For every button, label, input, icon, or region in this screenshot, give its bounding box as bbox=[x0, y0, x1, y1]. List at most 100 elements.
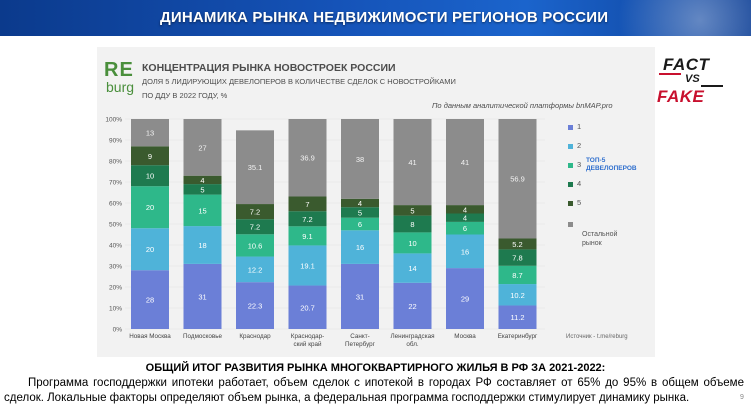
bar-segment bbox=[236, 219, 274, 235]
x-category-label: Санкт- bbox=[350, 333, 369, 340]
legend-swatch-rest bbox=[568, 221, 573, 227]
data-label: 20 bbox=[146, 203, 154, 212]
bar-segment bbox=[393, 232, 432, 254]
data-label: 19.1 bbox=[300, 261, 315, 270]
data-label: 6 bbox=[358, 220, 362, 229]
bar-segment bbox=[236, 282, 274, 329]
data-label: 22 bbox=[408, 302, 416, 311]
data-label: 10.2 bbox=[510, 291, 525, 300]
bar-segment bbox=[183, 194, 222, 227]
data-label: 5 bbox=[410, 206, 414, 215]
legend-item-5: 5 bbox=[568, 198, 581, 208]
data-label: 13 bbox=[146, 129, 154, 138]
data-label: 31 bbox=[198, 292, 206, 301]
bar-segment bbox=[498, 265, 537, 285]
fact-label: FACT bbox=[663, 55, 710, 74]
x-category-label: Краснодар- bbox=[291, 333, 324, 340]
legend-label-4: 4 bbox=[577, 179, 582, 188]
header-banner: ДИНАМИКА РЫНКА НЕДВИЖИМОСТИ РЕГИОНОВ РОС… bbox=[0, 0, 751, 36]
chart-subtitle-1: ДОЛЯ 5 ЛИДИРУЮЩИХ ДЕВЕЛОПЕРОВ В КОЛИЧЕСТ… bbox=[142, 77, 456, 86]
data-label: 11.2 bbox=[510, 313, 524, 322]
legend-item-4: 4 bbox=[568, 179, 581, 189]
data-label: 41 bbox=[408, 158, 416, 167]
data-label: 4 bbox=[200, 176, 204, 185]
legend-swatch-1 bbox=[568, 124, 573, 130]
bar-segment bbox=[288, 119, 327, 197]
summary-title: ОБЩИЙ ИТОГ РАЗВИТИЯ РЫНКА МНОГОКВАРТИРНО… bbox=[145, 362, 606, 374]
y-tick-label: 70% bbox=[109, 180, 122, 187]
legend-top5-line1: ТОП-5 bbox=[586, 157, 606, 164]
y-tick-label: 60% bbox=[109, 201, 122, 208]
x-category-label: Подмосковье bbox=[183, 333, 222, 340]
data-label: 41 bbox=[461, 158, 469, 167]
data-label: 22.3 bbox=[248, 302, 263, 311]
data-label: 7.8 bbox=[512, 254, 522, 263]
bar-segment bbox=[446, 205, 484, 214]
bar-segment bbox=[446, 119, 484, 206]
data-label: 8.7 bbox=[512, 271, 522, 280]
bar-segment bbox=[498, 119, 537, 239]
bar-segment bbox=[288, 196, 327, 212]
x-category-label: Новая Москва bbox=[129, 333, 171, 340]
legend-top5-line2: ДЕВЕЛОПЕРОВ bbox=[586, 165, 637, 172]
bar-segment bbox=[131, 186, 169, 229]
legend-top5-label: ТОП-5 ДЕВЕЛОПЕРОВ bbox=[586, 157, 637, 173]
legend-item-1: 1 bbox=[568, 122, 581, 132]
bar-segment bbox=[341, 230, 379, 264]
reburg-logo: RE burg bbox=[104, 60, 138, 98]
chart-source-top: По данным аналитической платформы bnMAP.… bbox=[432, 101, 613, 110]
bar-segment bbox=[183, 119, 222, 176]
bar-segment bbox=[236, 234, 274, 257]
data-label: 16 bbox=[356, 243, 364, 252]
header-title: ДИНАМИКА РЫНКА НЕДВИЖИМОСТИ РЕГИОНОВ РОС… bbox=[160, 9, 609, 26]
data-label: 16 bbox=[461, 247, 469, 256]
x-category-label: Москва bbox=[454, 333, 476, 340]
bar-segment bbox=[498, 305, 537, 329]
bar-segment bbox=[498, 284, 537, 306]
x-category-label: Краснодар bbox=[239, 333, 271, 340]
chart-source-bottom: Источник - t.me/reburg bbox=[566, 334, 628, 340]
y-tick-label: 40% bbox=[109, 243, 122, 250]
bar-segment bbox=[498, 238, 537, 250]
data-label: 12.2 bbox=[248, 265, 263, 274]
data-label: 5 bbox=[200, 185, 204, 194]
bar-segment bbox=[446, 213, 484, 222]
fact-underline bbox=[659, 73, 681, 75]
bar-segment bbox=[498, 249, 537, 266]
data-label: 35.1 bbox=[248, 163, 263, 172]
bar-segment bbox=[183, 226, 222, 264]
legend-swatch-4 bbox=[568, 181, 573, 187]
legend-label-2: 2 bbox=[577, 141, 582, 150]
bar-segment bbox=[131, 146, 169, 166]
data-label: 18 bbox=[198, 241, 206, 250]
x-category-label: Ленинградская bbox=[390, 333, 434, 340]
data-label: 29 bbox=[461, 295, 469, 304]
legend-rest-line2: рынок bbox=[582, 240, 602, 247]
x-category-label: обл. bbox=[406, 340, 418, 348]
y-tick-label: 0% bbox=[113, 327, 123, 334]
bar-segment bbox=[131, 119, 169, 147]
legend-item-rest bbox=[568, 219, 577, 229]
legend-label-3: 3 bbox=[577, 160, 582, 169]
data-label: 38 bbox=[356, 155, 364, 164]
data-label: 4 bbox=[358, 199, 362, 208]
bar-segment bbox=[393, 205, 432, 216]
page-number: 9 bbox=[740, 394, 744, 401]
data-label: 10 bbox=[146, 172, 154, 181]
bar-segment bbox=[288, 245, 327, 286]
bar-segment bbox=[236, 256, 274, 283]
bar-segment bbox=[341, 207, 379, 218]
bar-segment bbox=[446, 268, 484, 329]
bar-segment bbox=[393, 215, 432, 233]
data-label: 7.2 bbox=[250, 208, 260, 217]
bar-segment bbox=[131, 228, 169, 271]
legend-item-3: 3 bbox=[568, 160, 581, 170]
header-glow bbox=[600, 0, 751, 36]
y-tick-label: 50% bbox=[109, 222, 122, 229]
chart-subtitle-2: ПО ДДУ В 2022 ГОДУ, % bbox=[142, 91, 228, 100]
bar-segment bbox=[183, 175, 222, 185]
x-category-label: Екатеринбург bbox=[498, 332, 538, 340]
legend-swatch-5 bbox=[568, 200, 573, 206]
bar-segment bbox=[341, 263, 379, 329]
fake-label: FAKE bbox=[657, 87, 705, 106]
